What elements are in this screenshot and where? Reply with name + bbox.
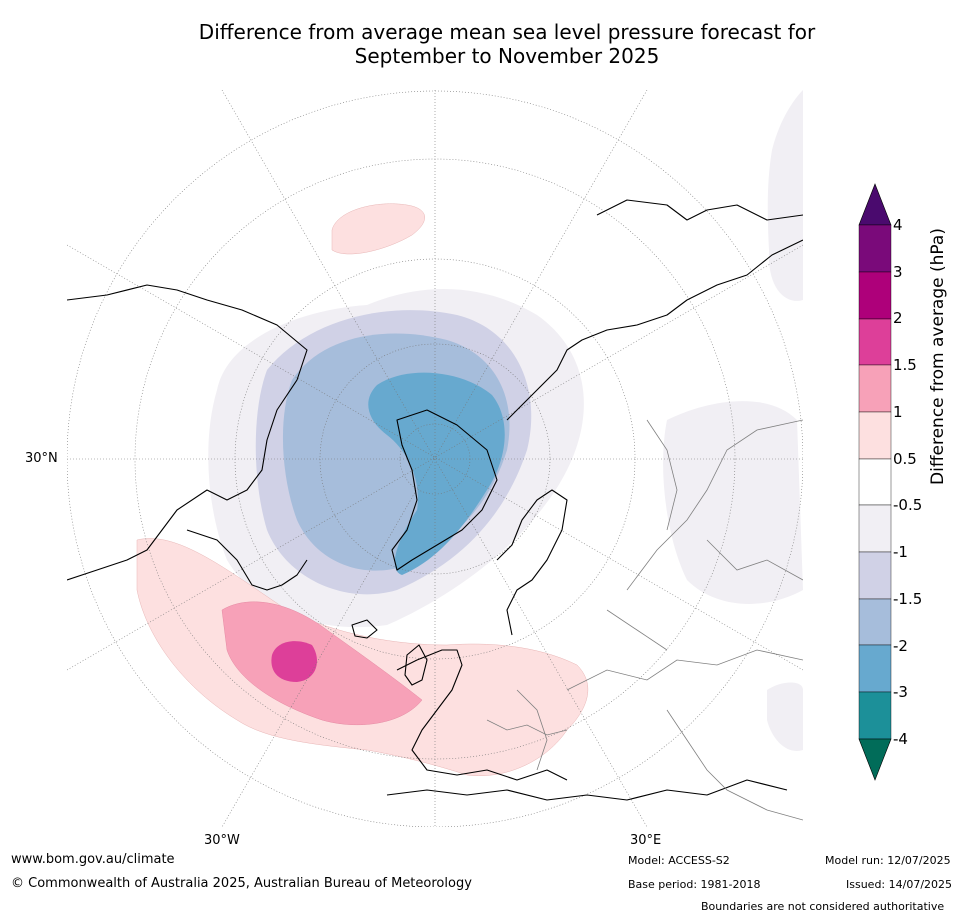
colorbar-extension-top bbox=[858, 183, 892, 226]
arctic-negative-2-region bbox=[368, 372, 505, 575]
colorbar-band-m4-m3 bbox=[858, 691, 892, 740]
colorbar-tick-label: -3 bbox=[893, 683, 908, 701]
graticule bbox=[67, 90, 803, 827]
footer-model: Model: ACCESS-S2 bbox=[628, 854, 730, 867]
colorbar-band-2-3 bbox=[858, 271, 892, 320]
colorbar-extension-bottom bbox=[858, 738, 892, 781]
colorbar-band-15-2 bbox=[858, 318, 892, 366]
lat-label-30n: 30°N bbox=[25, 451, 58, 466]
colorbar-tick-label: 1 bbox=[893, 403, 903, 421]
east-asia-faint-negative-region bbox=[767, 90, 803, 301]
colorbar-tick-label: 1.5 bbox=[893, 356, 917, 374]
colorbar-band-m2-m15 bbox=[858, 598, 892, 646]
colorbar-band-1-15 bbox=[858, 364, 892, 413]
footer-copyright: © Commonwealth of Australia 2025, Austra… bbox=[11, 876, 472, 891]
footer-website: www.bom.gov.au/climate bbox=[11, 852, 175, 867]
north-pacific-positive-region bbox=[331, 203, 425, 255]
footer-model-run: Model run: 12/07/2025 bbox=[825, 854, 951, 867]
colorbar-tick-label: -2 bbox=[893, 637, 908, 655]
siberia-faint-negative-region bbox=[663, 401, 803, 604]
colorbar bbox=[858, 183, 892, 781]
footer-issued: Issued: 14/07/2025 bbox=[846, 878, 953, 891]
colorbar-tick-label: -1 bbox=[893, 543, 908, 561]
colorbar-tick-label: -1.5 bbox=[893, 590, 923, 608]
country-boundaries bbox=[486, 419, 803, 821]
atlantic-positive-1-region bbox=[221, 601, 423, 725]
chart-title: Difference from average mean sea level p… bbox=[0, 20, 965, 68]
footer-base-period: Base period: 1981-2018 bbox=[628, 878, 761, 891]
colorbar-band-m3-m2 bbox=[858, 644, 892, 693]
colorbar-band-3-4 bbox=[858, 224, 892, 273]
colorbar-band-m1-m05 bbox=[858, 504, 892, 553]
colorbar-label: Difference from average (hPa) bbox=[928, 228, 948, 485]
lon-label-30w: 30°W bbox=[204, 833, 240, 848]
central-asia-faint-negative-region bbox=[767, 682, 803, 751]
coastlines bbox=[67, 199, 803, 801]
colorbar-tick-label: 0.5 bbox=[893, 450, 917, 468]
atlantic-positive-2-region bbox=[271, 641, 317, 682]
colorbar-tick-label: 3 bbox=[893, 263, 903, 281]
colorbar-tick-label: -4 bbox=[893, 730, 908, 748]
colorbar-band-m15-m1 bbox=[858, 551, 892, 600]
colorbar-band-05-1 bbox=[858, 411, 892, 460]
colorbar-band-neutral bbox=[858, 458, 892, 506]
polar-map bbox=[67, 90, 803, 827]
colorbar-tick-label: 4 bbox=[893, 216, 903, 234]
colorbar-tick-label: 2 bbox=[893, 309, 903, 327]
colorbar-tick-label: -0.5 bbox=[893, 496, 923, 514]
lon-label-30e: 30°E bbox=[630, 833, 662, 848]
title-line-2: September to November 2025 bbox=[354, 44, 660, 68]
footer-boundaries-note: Boundaries are not considered authoritat… bbox=[701, 900, 945, 913]
title-line-1: Difference from average mean sea level p… bbox=[198, 20, 816, 44]
